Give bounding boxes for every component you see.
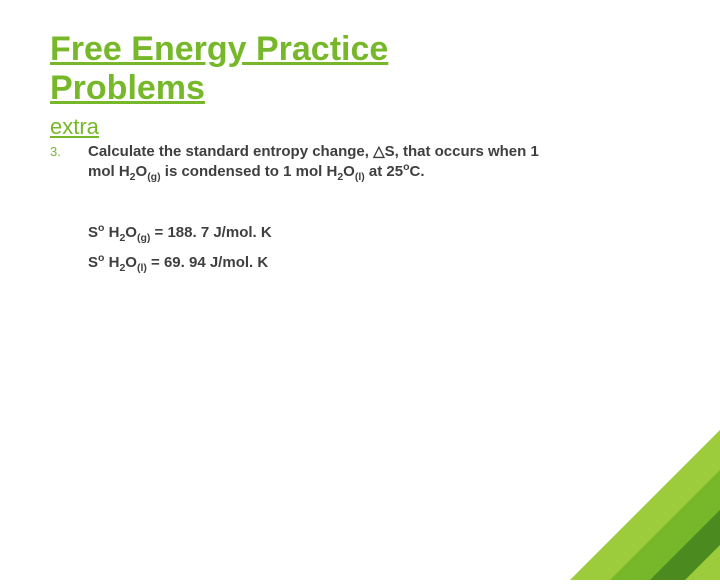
list-number: 3. (50, 142, 68, 283)
problem-state2: (l) (355, 171, 365, 183)
d2-sp: H (104, 254, 119, 271)
problem-end: C. (410, 163, 425, 180)
problem-delta: △S (373, 143, 395, 160)
problem-text: Calculate the standard entropy change, △… (88, 142, 548, 183)
problem-mid3: is condensed to 1 mol H (161, 163, 338, 180)
d1-val: = 188. 7 J/mol. K (150, 224, 271, 241)
problem-prefix: Calculate the standard entropy change, (88, 143, 373, 160)
d2-state: (l) (137, 262, 147, 274)
d1-state: (g) (137, 232, 150, 244)
title-line2: Problems (50, 69, 205, 107)
title-line1: Free Energy Practice (50, 30, 388, 68)
triangle-decor-icon (520, 340, 720, 580)
problem-mid5: at 25 (365, 163, 403, 180)
slide-title: Free Energy Practice Problems (50, 30, 660, 108)
corner-decoration (520, 340, 720, 580)
problem-mid2: O (136, 163, 148, 180)
d1-o: O (125, 224, 137, 241)
d2-o: O (125, 254, 137, 271)
content-row: 3. Calculate the standard entropy change… (50, 142, 660, 283)
problem-state1: (g) (147, 171, 160, 183)
d2-val: = 69. 94 J/mol. K (147, 254, 268, 271)
d1-s: S (88, 224, 98, 241)
d2-s: S (88, 254, 98, 271)
d1-sp: H (104, 224, 119, 241)
content-body: Calculate the standard entropy change, △… (88, 142, 548, 283)
data-line-1: So H2O(g) = 188. 7 J/mol. K (88, 223, 548, 243)
slide-subtitle: extra (50, 114, 660, 140)
problem-mid4: O (343, 163, 355, 180)
slide-container: Free Energy Practice Problems extra 3. C… (0, 0, 720, 540)
data-line-2: So H2O(l) = 69. 94 J/mol. K (88, 253, 548, 273)
